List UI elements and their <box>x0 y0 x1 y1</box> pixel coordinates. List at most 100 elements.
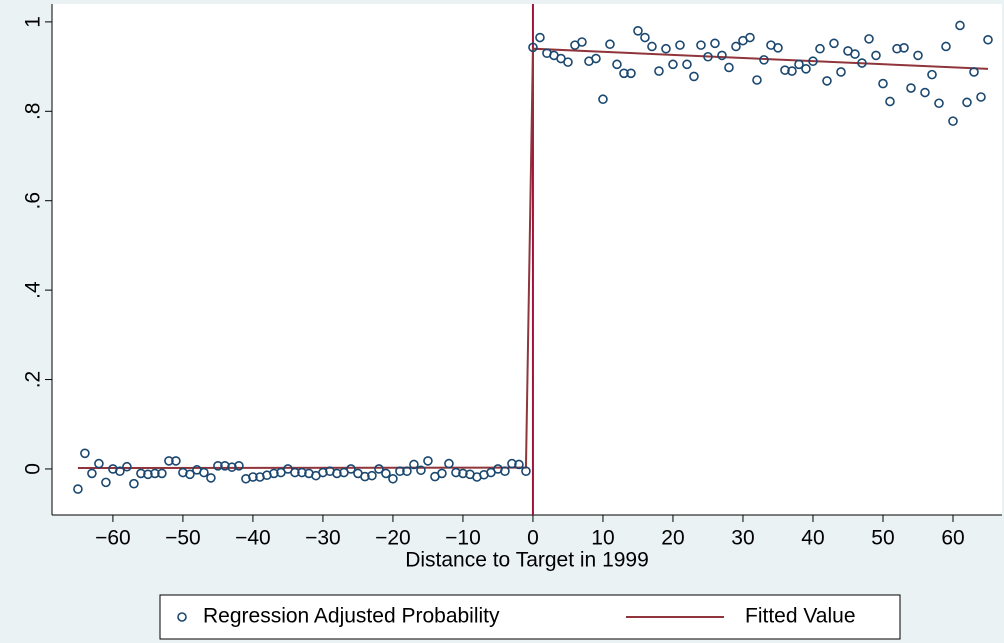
point <box>220 461 230 471</box>
point <box>332 468 342 479</box>
point <box>619 68 629 79</box>
point <box>73 484 83 494</box>
point <box>388 473 398 484</box>
point <box>122 461 132 472</box>
point <box>682 59 692 70</box>
point <box>647 41 657 52</box>
point <box>101 477 111 488</box>
point <box>878 78 888 89</box>
x-tick-label: 30 <box>731 527 754 550</box>
point <box>976 92 986 102</box>
point <box>871 50 881 61</box>
point <box>605 39 615 50</box>
point <box>80 448 90 459</box>
point <box>857 58 867 68</box>
point <box>297 467 307 478</box>
point <box>920 87 930 98</box>
x-tick-label: −30 <box>305 527 341 550</box>
point <box>668 59 678 70</box>
x-tick-label: −40 <box>235 527 271 550</box>
point <box>815 43 825 54</box>
point <box>612 59 622 70</box>
point <box>381 468 391 479</box>
x-tick-label: 0 <box>527 527 539 550</box>
point <box>626 68 636 79</box>
y-tick-label: 1 <box>22 16 45 28</box>
point <box>206 473 216 483</box>
point <box>829 38 839 49</box>
point <box>199 467 209 478</box>
point <box>234 461 244 471</box>
point <box>780 65 790 75</box>
point <box>892 43 902 54</box>
legend-label: Fitted Value <box>745 605 856 628</box>
point <box>710 38 720 49</box>
point <box>451 467 461 478</box>
point <box>458 468 468 479</box>
legend <box>159 594 901 640</box>
x-tick-label: 50 <box>871 527 894 550</box>
point <box>941 41 951 52</box>
point <box>437 468 447 479</box>
point <box>227 462 237 472</box>
point <box>752 75 762 85</box>
point <box>346 464 356 474</box>
x-tick-label: 10 <box>591 527 614 550</box>
point <box>367 470 377 481</box>
point <box>416 465 426 476</box>
point <box>969 67 979 77</box>
y-tick-label: .8 <box>22 103 45 121</box>
point <box>696 40 706 50</box>
point <box>591 53 601 64</box>
point <box>402 466 412 476</box>
point <box>143 469 153 480</box>
point <box>500 466 510 476</box>
legend-label: Regression Adjusted Probability <box>203 605 500 628</box>
point <box>423 456 433 466</box>
x-tick-label: −20 <box>375 527 411 550</box>
x-tick-label: 40 <box>801 527 824 550</box>
point <box>528 42 538 53</box>
point <box>654 66 664 76</box>
x-tick-label: −10 <box>445 527 481 550</box>
point <box>318 467 328 478</box>
point <box>661 43 671 54</box>
point <box>598 94 608 105</box>
point <box>171 456 181 466</box>
point <box>290 467 300 478</box>
point <box>514 459 524 470</box>
point <box>801 64 811 74</box>
point <box>535 32 545 43</box>
point <box>94 458 104 469</box>
point <box>360 471 370 482</box>
point <box>731 41 741 52</box>
x-axis-title: Distance to Target in 1999 <box>405 549 649 572</box>
point <box>395 466 405 476</box>
point <box>787 66 797 76</box>
point <box>164 456 174 466</box>
point <box>444 458 454 469</box>
point <box>850 49 860 59</box>
point <box>521 466 531 476</box>
point <box>157 468 167 479</box>
point <box>962 97 972 108</box>
point <box>745 32 755 43</box>
point <box>577 37 587 47</box>
point <box>927 69 937 80</box>
y-tick-label: .6 <box>22 192 45 210</box>
point <box>248 472 258 482</box>
point <box>899 43 909 53</box>
point <box>955 20 965 31</box>
legend-marker <box>177 612 187 622</box>
x-tick-label: −50 <box>165 527 201 550</box>
point <box>836 67 846 77</box>
point <box>717 50 727 61</box>
point <box>934 98 944 109</box>
point <box>185 469 195 480</box>
point <box>269 468 279 479</box>
point <box>913 50 923 61</box>
point <box>213 461 223 471</box>
point <box>136 468 146 479</box>
x-tick-label: 60 <box>941 527 964 550</box>
